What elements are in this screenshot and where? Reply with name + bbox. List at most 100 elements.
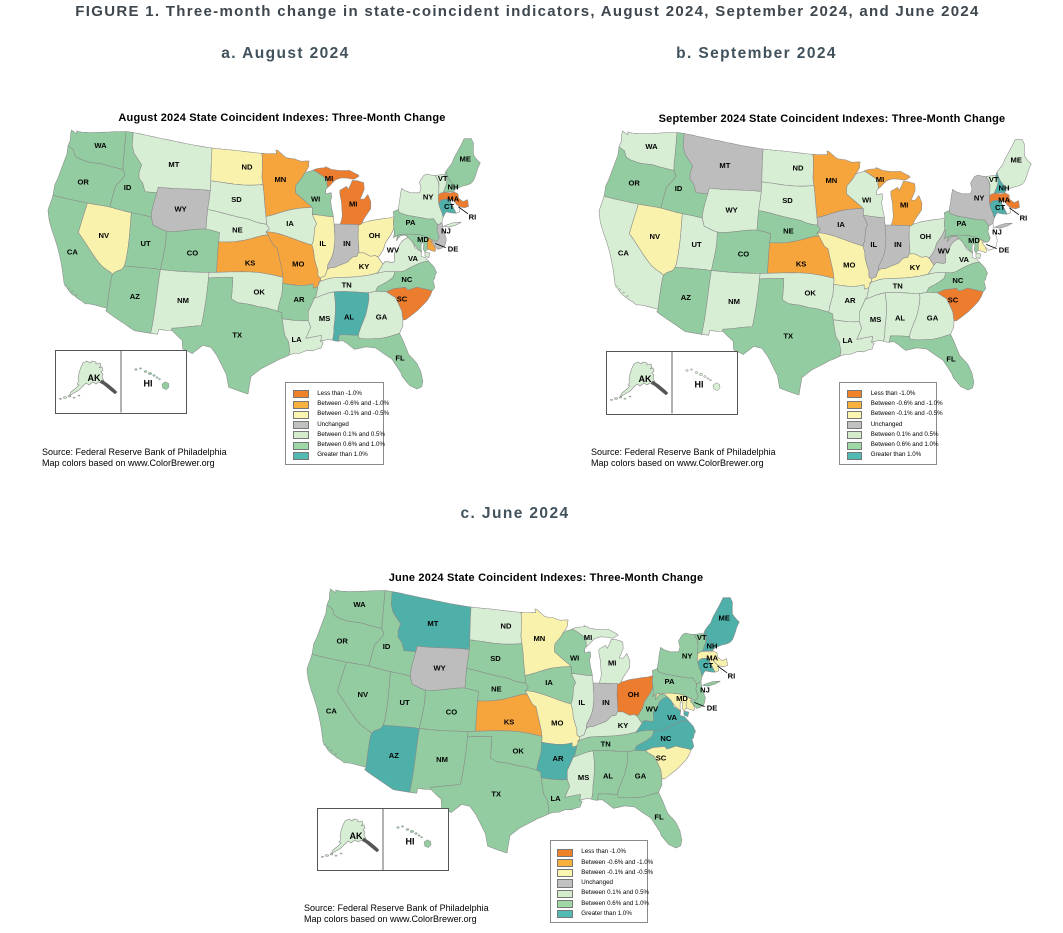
svg-text:MI: MI (349, 200, 357, 209)
svg-text:OH: OH (369, 231, 380, 240)
svg-text:MT: MT (719, 161, 730, 170)
svg-text:PA: PA (664, 677, 675, 686)
svg-text:WA: WA (353, 600, 366, 609)
svg-text:VA: VA (667, 713, 678, 722)
svg-text:IA: IA (837, 220, 845, 229)
svg-text:LA: LA (842, 336, 853, 345)
svg-text:SD: SD (782, 196, 793, 205)
svg-text:RI: RI (1020, 213, 1028, 222)
svg-text:CO: CO (187, 248, 198, 257)
svg-text:CO: CO (445, 707, 456, 716)
svg-text:CA: CA (618, 248, 629, 257)
svg-text:CT: CT (703, 661, 713, 670)
svg-text:WY: WY (174, 205, 186, 214)
svg-text:WA: WA (645, 142, 658, 151)
svg-text:VT: VT (696, 632, 706, 641)
svg-text:KS: KS (503, 717, 514, 726)
svg-text:SD: SD (490, 654, 501, 663)
svg-text:FL: FL (946, 355, 956, 364)
svg-text:OR: OR (78, 178, 90, 187)
svg-text:HI: HI (143, 379, 152, 389)
svg-text:OH: OH (920, 232, 931, 241)
svg-text:AR: AR (294, 295, 305, 304)
svg-text:MA: MA (706, 653, 718, 662)
svg-text:MD: MD (968, 236, 980, 245)
svg-text:MI: MI (900, 201, 908, 210)
svg-text:ID: ID (675, 184, 683, 193)
svg-text:KS: KS (796, 260, 807, 269)
svg-text:NV: NV (99, 231, 110, 240)
svg-text:CO: CO (738, 249, 749, 258)
svg-text:TN: TN (342, 280, 352, 289)
svg-text:TN: TN (893, 281, 903, 290)
svg-text:ND: ND (793, 164, 804, 173)
svg-text:OR: OR (629, 179, 641, 188)
svg-text:MN: MN (825, 176, 837, 185)
svg-text:AK: AK (638, 374, 651, 384)
svg-text:GA: GA (634, 771, 646, 780)
svg-text:ME: ME (460, 155, 471, 164)
svg-text:MT: MT (168, 160, 179, 169)
svg-text:MA: MA (447, 195, 459, 204)
svg-text:AK: AK (87, 373, 100, 383)
svg-text:OK: OK (805, 289, 817, 298)
svg-text:MN: MN (533, 633, 545, 642)
svg-text:NC: NC (952, 276, 963, 285)
svg-text:NJ: NJ (992, 228, 1002, 237)
svg-text:OH: OH (627, 690, 638, 699)
svg-text:MS: MS (870, 315, 881, 324)
svg-text:OR: OR (336, 636, 348, 645)
svg-text:IL: IL (870, 240, 877, 249)
svg-text:OK: OK (254, 288, 266, 297)
svg-text:NY: NY (974, 193, 985, 202)
svg-text:ND: ND (242, 163, 253, 172)
svg-text:MD: MD (676, 693, 688, 702)
svg-text:MO: MO (551, 718, 563, 727)
svg-text:ME: ME (1011, 156, 1022, 165)
svg-text:VA: VA (408, 254, 419, 263)
svg-text:SD: SD (231, 195, 242, 204)
svg-text:DE: DE (999, 246, 1010, 255)
svg-text:NY: NY (681, 651, 692, 660)
svg-text:SC: SC (397, 295, 408, 304)
svg-text:LA: LA (291, 335, 302, 344)
svg-text:SC: SC (948, 296, 959, 305)
svg-text:WA: WA (94, 141, 107, 150)
svg-text:AL: AL (344, 312, 354, 321)
svg-text:AK: AK (349, 831, 362, 841)
svg-text:DE: DE (448, 245, 459, 254)
svg-text:NV: NV (650, 232, 661, 241)
svg-text:IN: IN (602, 698, 610, 707)
svg-text:AL: AL (602, 771, 612, 780)
svg-text:TX: TX (491, 789, 501, 798)
svg-text:LA: LA (550, 793, 561, 802)
svg-text:IN: IN (343, 239, 351, 248)
svg-text:NC: NC (660, 734, 671, 743)
svg-text:DE: DE (706, 703, 717, 712)
svg-text:UT: UT (692, 240, 702, 249)
svg-text:MS: MS (577, 772, 588, 781)
svg-text:WY: WY (725, 206, 737, 215)
svg-text:NH: NH (448, 183, 459, 192)
svg-text:KY: KY (617, 721, 628, 730)
svg-text:MS: MS (319, 314, 330, 323)
svg-text:WI: WI (569, 653, 578, 662)
svg-text:HI: HI (694, 380, 703, 390)
svg-text:MO: MO (292, 259, 304, 268)
svg-text:ND: ND (500, 621, 511, 630)
svg-text:NJ: NJ (700, 685, 710, 694)
svg-text:KS: KS (245, 259, 256, 268)
svg-text:AZ: AZ (388, 750, 398, 759)
svg-text:VT: VT (438, 174, 448, 183)
svg-text:SC: SC (655, 753, 666, 762)
svg-text:PA: PA (957, 219, 968, 228)
svg-text:NM: NM (436, 754, 448, 763)
svg-text:WY: WY (433, 663, 445, 672)
svg-text:PA: PA (406, 218, 417, 227)
svg-text:MI: MI (876, 175, 884, 184)
svg-text:MI: MI (583, 633, 591, 642)
svg-text:TX: TX (232, 331, 242, 340)
svg-text:CA: CA (67, 247, 78, 256)
svg-text:MD: MD (417, 235, 429, 244)
svg-text:NM: NM (177, 296, 189, 305)
